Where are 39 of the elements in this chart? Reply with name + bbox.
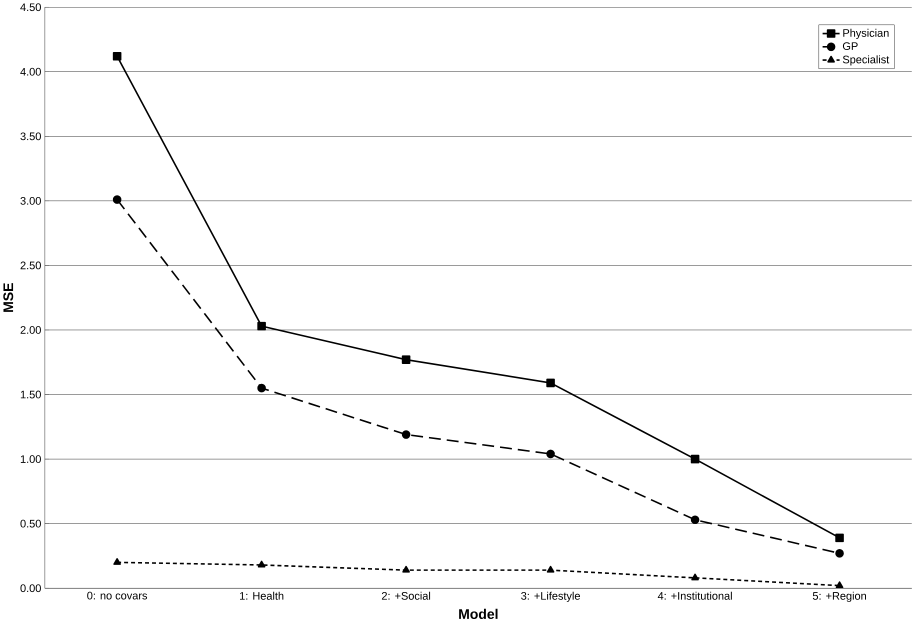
point [835, 533, 844, 542]
point [836, 581, 844, 588]
y-tick-label: 3.50 [20, 132, 41, 140]
x-axis-title: Model [459, 608, 498, 619]
x-tick-label: 3: +Lifestyle [521, 592, 580, 602]
point [691, 573, 699, 580]
y-tick-label: 0.50 [20, 520, 41, 528]
point [257, 322, 266, 330]
point [835, 548, 844, 558]
point [402, 430, 410, 439]
x-tick-label: 2: +Social [382, 592, 430, 600]
point [112, 52, 122, 60]
x-tick-label: 5: +Region [812, 592, 866, 602]
point [546, 566, 554, 573]
point [402, 566, 410, 573]
y-tick-label: 0.00 [20, 584, 41, 592]
point [113, 558, 121, 565]
point [258, 560, 266, 568]
x-tick-label: 4: +Institutional [658, 592, 732, 600]
point [112, 195, 122, 204]
y-tick-label: 1.50 [20, 390, 41, 398]
y-tick-label: 3.00 [20, 196, 41, 205]
x-tick-label: 0: no covars [87, 592, 148, 600]
point [690, 454, 700, 464]
legend-label: Specialist [842, 55, 890, 66]
point [546, 378, 555, 388]
legend-label: Physician [843, 28, 889, 39]
y-tick-label: 1.00 [20, 455, 41, 463]
point [257, 384, 266, 392]
y-axis-title: MSE [3, 282, 14, 312]
y-tick-label: 4.50 [20, 3, 41, 11]
point [402, 355, 410, 364]
legend-label: GP [842, 42, 858, 50]
y-tick-label: 2.50 [20, 261, 41, 270]
y-tick-label: 4.00 [20, 68, 41, 76]
point [690, 515, 700, 524]
x-tick-label: 1: Health [240, 592, 284, 600]
y-tick-label: 2.00 [20, 326, 41, 334]
point [546, 449, 555, 458]
